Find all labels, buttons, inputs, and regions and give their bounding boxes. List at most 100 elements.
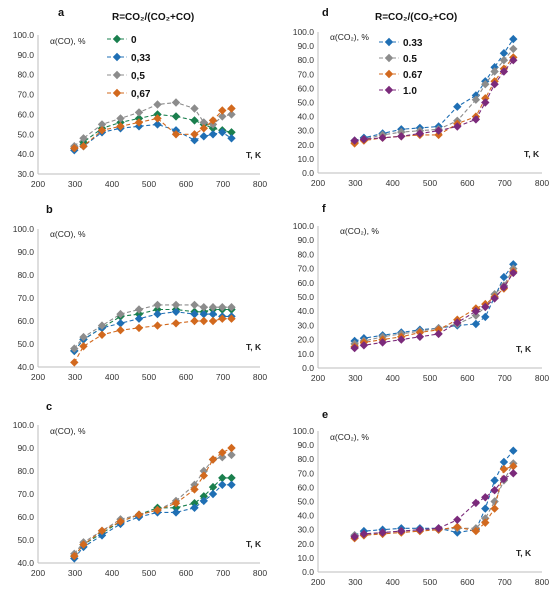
series-4	[70, 443, 236, 561]
data-point	[218, 106, 227, 115]
y-tick-label: 90.0	[297, 440, 314, 450]
data-point	[134, 118, 144, 127]
panel-f: 200 300 400 500 600 700 800 0.0 10.0 20.0 30.0 40.0…	[293, 203, 550, 383]
y-tick-label: 50.0	[297, 292, 314, 302]
panel-b: 200 300 400 500 600 700 800 40.0 50.0 60.0 70.0 80.…	[13, 204, 268, 382]
legend-entry: 0.5	[403, 54, 417, 65]
panel-label: e	[322, 409, 328, 421]
series-line	[73, 447, 232, 557]
x-tick-label: 800	[253, 179, 267, 189]
data-point	[199, 118, 208, 127]
data-point	[70, 344, 79, 353]
y-tick-label: 40.0	[297, 306, 314, 316]
data-point	[116, 517, 125, 526]
x-tick-label: 300	[68, 179, 82, 189]
x-tick-label: 600	[179, 179, 193, 189]
data-point	[153, 505, 162, 515]
x-tick-label: 800	[535, 373, 549, 383]
data-point	[471, 91, 481, 100]
series-2	[350, 459, 518, 540]
data-point	[153, 100, 162, 109]
y-tick-label: 100.0	[13, 224, 35, 234]
data-point	[190, 116, 199, 125]
x-tick-label: 600	[460, 373, 474, 383]
series-line	[354, 450, 514, 536]
data-point	[471, 307, 481, 316]
x-tick-label: 300	[348, 178, 362, 188]
data-point	[509, 462, 518, 471]
legend-marker	[384, 53, 394, 63]
data-point	[153, 321, 162, 330]
legend-entry: 1.0	[403, 86, 417, 97]
panel-label: b	[46, 204, 53, 216]
x-tick-label: 300	[68, 568, 82, 578]
data-point	[453, 522, 462, 532]
data-point	[153, 114, 162, 123]
legend-marker	[112, 34, 122, 44]
data-point	[190, 309, 199, 319]
series-3	[70, 450, 236, 558]
data-point	[509, 268, 518, 278]
y-tick-label: 70.0	[17, 90, 34, 100]
series-1	[350, 260, 518, 346]
series-4	[70, 104, 236, 153]
x-tick-label: 200	[311, 178, 325, 188]
data-point	[199, 316, 208, 326]
series-2	[350, 264, 518, 349]
data-point	[190, 316, 199, 326]
data-point	[116, 326, 125, 335]
data-point	[190, 130, 199, 139]
data-point	[153, 300, 162, 310]
series-line	[354, 463, 514, 536]
legend-marker	[112, 88, 122, 98]
x-tick-label: 500	[142, 179, 156, 189]
data-point	[227, 450, 236, 460]
series-line	[354, 472, 514, 538]
data-point	[509, 469, 518, 478]
x-axis-label: T, K	[246, 150, 262, 160]
x-tick-label: 300	[68, 372, 82, 382]
y-tick-label: 10.0	[297, 154, 314, 164]
data-point	[190, 499, 199, 508]
data-point	[499, 272, 509, 282]
x-axis-label: T, K	[516, 344, 532, 354]
y-tick-label: 100.0	[293, 27, 315, 37]
data-point	[218, 480, 227, 489]
panel-label: c	[46, 401, 52, 413]
y-tick-label: 60.0	[297, 482, 314, 492]
data-point	[499, 56, 509, 65]
data-point	[134, 510, 144, 519]
data-point	[481, 80, 490, 89]
series-4	[350, 469, 518, 541]
y-tick-label: 30.0	[297, 126, 314, 136]
x-tick-label: 200	[311, 577, 325, 587]
data-point	[171, 300, 181, 310]
data-point	[218, 128, 227, 137]
y-tick-label: 40.0	[297, 511, 314, 521]
series-line	[73, 304, 232, 349]
data-point	[134, 314, 144, 323]
x-tick-label: 300	[348, 577, 362, 587]
data-point	[199, 466, 208, 476]
data-point	[359, 529, 369, 539]
y-tick-label: 80.0	[17, 270, 34, 280]
data-point	[134, 108, 144, 117]
data-point	[453, 102, 462, 111]
data-point	[509, 56, 518, 65]
data-point	[116, 309, 125, 319]
data-point	[116, 319, 125, 328]
panel-label: f	[322, 203, 326, 215]
data-point	[208, 489, 218, 499]
panel-a: 200 300 400 500 600 700 800 30.0 40.0 50.0 60.0 70.…	[13, 7, 268, 189]
y-tick-label: 90.0	[17, 443, 34, 453]
y-axis-label: α(CO₂), %	[330, 32, 369, 42]
data-point	[190, 300, 199, 310]
data-point	[453, 122, 462, 131]
x-tick-label: 700	[498, 178, 512, 188]
data-point	[359, 135, 369, 144]
data-point	[227, 128, 236, 137]
data-point	[471, 115, 481, 124]
data-point	[70, 144, 79, 153]
panel-c: 200 300 400 500 600 700 800 40.0 50.0 60.0 70.0 80.…	[13, 401, 268, 578]
y-tick-label: 50.0	[297, 98, 314, 108]
